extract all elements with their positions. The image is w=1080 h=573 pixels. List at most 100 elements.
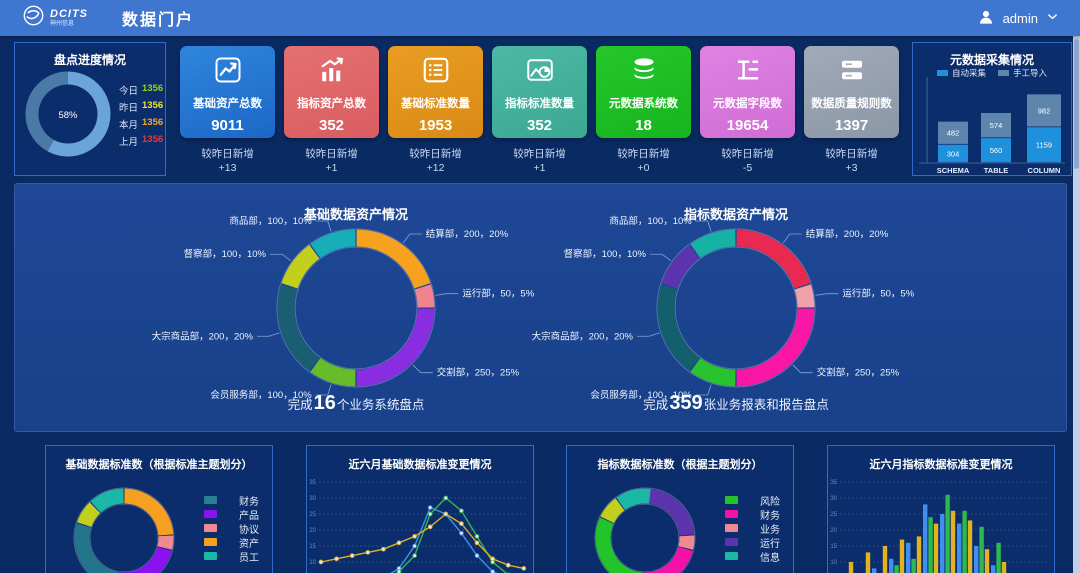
legend-item[interactable]: 协议: [204, 521, 259, 536]
kpi-card[interactable]: 元数据字段数 19654 较昨日新增 -5: [700, 46, 795, 175]
legend-swatch: [725, 538, 738, 546]
scrollbar-thumb[interactable]: [1074, 39, 1079, 169]
field-icon: [733, 55, 763, 90]
index-standard-legend: 风险财务 业务 运行信息: [725, 493, 780, 564]
svg-text:35: 35: [309, 480, 316, 486]
legend-label: 财务: [239, 496, 259, 508]
kpi-delta-value: +1: [325, 161, 338, 174]
legend-swatch: [998, 70, 1009, 76]
progress-legend-label: 上月: [119, 137, 139, 148]
svg-text:982: 982: [1038, 106, 1051, 115]
legend-swatch: [204, 510, 217, 518]
kpi-card-delta: 较昨日新增 -5: [700, 148, 795, 175]
kpi-card[interactable]: 指标标准数量 352 较昨日新增 +1: [492, 46, 587, 175]
kpi-card-delta: 较昨日新增 +0: [596, 148, 691, 175]
kpi-card-delta: 较昨日新增 +1: [284, 148, 379, 175]
base-standard-donut-title: 基础数据标准数（根据标准主题划分）: [65, 459, 253, 471]
svg-text:482: 482: [947, 129, 960, 138]
legend-swatch: [936, 70, 948, 76]
brand-logo: DCITS 神州信息: [22, 4, 88, 32]
legend-label: 信息: [760, 552, 780, 564]
legend-swatch: [204, 496, 217, 504]
list-icon: [421, 55, 451, 90]
metadata-legend-item[interactable]: 自动采集: [936, 67, 986, 79]
kpi-card-label: 指标资产总数: [297, 98, 366, 110]
base-standard-trend-title: 近六月基础数据标准变更情况: [348, 459, 492, 471]
base-standard-legend: 财务 产品 协议 资产 员工: [204, 493, 259, 564]
legend-label: 财务: [760, 510, 780, 522]
kpi-card-delta: 较昨日新增 +1: [492, 148, 587, 175]
progress-legend-value: 1356: [142, 117, 164, 128]
trend-icon: [213, 55, 243, 90]
svg-text:大宗商品部，200，20%: 大宗商品部，200，20%: [532, 330, 634, 342]
svg-text:结算部，200，20%: 结算部，200，20%: [426, 228, 509, 240]
svg-text:10: 10: [830, 560, 837, 566]
kpi-delta-label: 较昨日新增: [721, 148, 774, 160]
legend-item[interactable]: 员工: [204, 549, 259, 564]
svg-text:督察部，100，10%: 督察部，100，10%: [564, 248, 647, 260]
legend-swatch: [725, 496, 738, 504]
kpi-card-value: 1953: [418, 117, 453, 134]
kpi-card-value: 18: [635, 117, 652, 134]
server-icon: [837, 55, 867, 90]
kpi-card-value: 352: [318, 117, 345, 134]
legend-item[interactable]: 信息: [725, 549, 780, 564]
app-header: DCITS 神州信息 数据门户 admin: [0, 0, 1080, 36]
svg-text:20: 20: [309, 528, 316, 534]
data-assets-panel: 结算部，200，20% 运行部，50，5% 交割部，250，25% 会员服务部，100…: [14, 183, 1067, 432]
metadata-collection-panel: 元数据采集情况 自动采集 手工导入 304 482 SCHEMA 560 574 TABLE…: [912, 42, 1072, 176]
kpi-card-label: 指标标准数量: [505, 98, 574, 110]
brand-swirl-icon: [22, 4, 45, 32]
brand-name: DCITS: [50, 8, 88, 20]
summary-prefix: 完成: [287, 398, 313, 412]
chevron-down-icon: [1045, 9, 1060, 27]
progress-legend-label: 本月: [119, 120, 139, 131]
svg-text:304: 304: [947, 149, 960, 158]
kpi-delta-label: 较昨日新增: [305, 148, 358, 160]
image-chart-icon: [525, 55, 555, 90]
legend-item[interactable]: 资产: [204, 535, 259, 550]
legend-item[interactable]: 财务: [725, 507, 780, 522]
svg-text:运行部，50，5%: 运行部，50，5%: [462, 288, 534, 300]
base-standard-line-chart: 3530252015105: [309, 480, 527, 573]
svg-text:25: 25: [309, 512, 316, 518]
progress-legend-item: 今日 1356: [119, 83, 163, 97]
kpi-card[interactable]: 基础资产总数 9011 较昨日新增 +13: [180, 46, 275, 175]
kpi-delta-label: 较昨日新增: [201, 148, 254, 160]
kpi-delta-label: 较昨日新增: [617, 148, 670, 160]
progress-legend-label: 昨日: [119, 103, 139, 114]
base-standard-donut-panel: 基础数据标准数（根据标准主题划分） 财务 产品 协议 资产 员工: [45, 445, 273, 573]
kpi-card[interactable]: 数据质量规则数 1397 较昨日新增 +3: [804, 46, 899, 175]
svg-text:交割部，250，25%: 交割部，250，25%: [817, 367, 900, 379]
svg-text:560: 560: [990, 146, 1003, 155]
kpi-card-label: 元数据字段数: [713, 98, 782, 110]
index-standard-donut-panel: 指标数据标准数（根据主题划分） 风险 财务 业务 运行 信息: [566, 445, 794, 573]
bar-growth-icon: [317, 55, 347, 90]
progress-legend-item: 上月 1356: [119, 134, 164, 148]
legend-label: 自动采集: [951, 68, 986, 78]
metadata-legend-item[interactable]: 手工导入: [998, 67, 1047, 79]
kpi-card[interactable]: 基础标准数量 1953 较昨日新增 +12: [388, 46, 483, 175]
kpi-card[interactable]: 元数据系统数 18 较昨日新增 +0: [596, 46, 691, 175]
legend-item[interactable]: 运行: [725, 535, 780, 550]
kpi-delta-value: -5: [742, 161, 753, 174]
legend-item[interactable]: 风险: [725, 493, 780, 508]
kpi-card-label: 基础资产总数: [193, 98, 262, 110]
legend-item[interactable]: 业务: [725, 521, 780, 536]
svg-text:20: 20: [830, 528, 837, 534]
user-menu[interactable]: admin: [976, 7, 1060, 30]
vertical-scrollbar[interactable]: [1073, 36, 1080, 573]
legend-item[interactable]: 财务: [204, 493, 259, 508]
legend-swatch: [725, 552, 738, 560]
legend-item[interactable]: 产品: [204, 507, 259, 522]
kpi-card-value: 19654: [726, 117, 769, 134]
kpi-delta-value: +0: [637, 161, 650, 174]
kpi-card-delta: 较昨日新增 +13: [180, 148, 275, 175]
kpi-card[interactable]: 指标资产总数 352 较昨日新增 +1: [284, 46, 379, 175]
progress-legend-value: 1356: [142, 134, 164, 145]
kpi-delta-label: 较昨日新增: [825, 148, 878, 160]
svg-text:1159: 1159: [1036, 141, 1052, 150]
kpi-delta-label: 较昨日新增: [513, 148, 566, 160]
svg-text:15: 15: [309, 544, 316, 550]
kpi-delta-value: +13: [218, 161, 237, 174]
